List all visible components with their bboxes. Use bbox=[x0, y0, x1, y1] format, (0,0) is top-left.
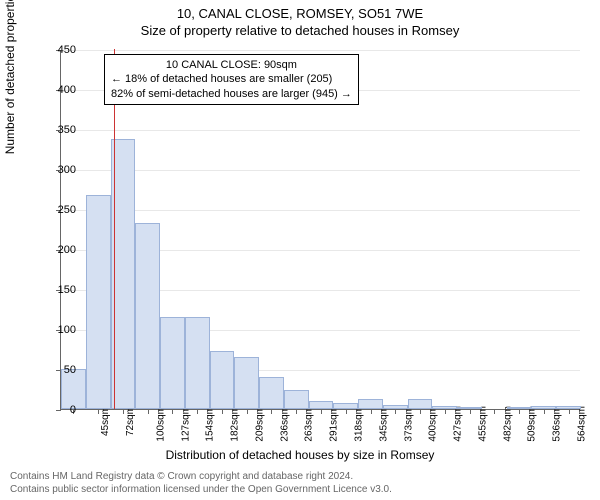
grid-line bbox=[61, 50, 580, 51]
x-tick-mark bbox=[445, 409, 446, 414]
x-tick-mark bbox=[371, 409, 372, 414]
x-tick-mark bbox=[494, 409, 495, 414]
x-tick-label: 455sqm bbox=[477, 406, 488, 442]
x-tick-label: 536sqm bbox=[552, 406, 563, 442]
annotation-line2: ← 18% of detached houses are smaller (20… bbox=[111, 72, 352, 86]
x-tick-label: 100sqm bbox=[155, 406, 166, 442]
y-tick-label: 350 bbox=[46, 124, 76, 136]
grid-line bbox=[61, 130, 580, 131]
x-tick-label: 318sqm bbox=[354, 406, 365, 442]
x-tick-mark bbox=[321, 409, 322, 414]
histogram-bar bbox=[358, 399, 383, 409]
y-tick-label: 450 bbox=[46, 44, 76, 56]
x-tick-mark bbox=[544, 409, 545, 414]
y-axis-label: Number of detached properties bbox=[3, 0, 17, 154]
x-tick-label: 127sqm bbox=[180, 406, 191, 442]
x-tick-label: 373sqm bbox=[403, 406, 414, 442]
page-subtitle: Size of property relative to detached ho… bbox=[0, 21, 600, 38]
x-tick-label: 182sqm bbox=[230, 406, 241, 442]
x-tick-label: 236sqm bbox=[279, 406, 290, 442]
grid-line bbox=[61, 210, 580, 211]
histogram-bar bbox=[160, 317, 185, 409]
x-axis-label: Distribution of detached houses by size … bbox=[0, 448, 600, 462]
x-tick-mark bbox=[123, 409, 124, 414]
x-tick-mark bbox=[296, 409, 297, 414]
histogram-bar bbox=[210, 351, 235, 409]
footer-line1: Contains HM Land Registry data © Crown c… bbox=[10, 470, 392, 483]
x-tick-mark bbox=[247, 409, 248, 414]
x-tick-label: 564sqm bbox=[576, 406, 587, 442]
x-tick-label: 154sqm bbox=[205, 406, 216, 442]
x-tick-mark bbox=[98, 409, 99, 414]
x-tick-label: 209sqm bbox=[255, 406, 266, 442]
x-tick-mark bbox=[346, 409, 347, 414]
y-tick-label: 50 bbox=[46, 364, 76, 376]
histogram-bar bbox=[408, 399, 433, 409]
footer: Contains HM Land Registry data © Crown c… bbox=[10, 470, 392, 496]
histogram-bar bbox=[185, 317, 210, 409]
x-tick-label: 427sqm bbox=[453, 406, 464, 442]
x-tick-label: 291sqm bbox=[329, 406, 340, 442]
x-tick-label: 482sqm bbox=[502, 406, 513, 442]
annotation-box: 10 CANAL CLOSE: 90sqm ← 18% of detached … bbox=[104, 54, 359, 105]
y-tick-label: 400 bbox=[46, 84, 76, 96]
y-tick-label: 250 bbox=[46, 204, 76, 216]
y-tick-label: 150 bbox=[46, 284, 76, 296]
x-tick-mark bbox=[569, 409, 570, 414]
x-tick-label: 509sqm bbox=[527, 406, 538, 442]
y-tick-label: 0 bbox=[46, 404, 76, 416]
x-tick-label: 345sqm bbox=[378, 406, 389, 442]
page-title: 10, CANAL CLOSE, ROMSEY, SO51 7WE bbox=[0, 0, 600, 21]
annotation-line3: 82% of semi-detached houses are larger (… bbox=[111, 87, 352, 101]
histogram-bar bbox=[86, 195, 111, 409]
histogram-bar bbox=[284, 390, 309, 409]
x-tick-mark bbox=[271, 409, 272, 414]
y-tick-label: 200 bbox=[46, 244, 76, 256]
x-tick-label: 45sqm bbox=[100, 406, 111, 436]
grid-line bbox=[61, 170, 580, 171]
y-tick-label: 100 bbox=[46, 324, 76, 336]
x-tick-label: 72sqm bbox=[125, 406, 136, 436]
histogram-bar bbox=[234, 357, 259, 409]
footer-line2: Contains public sector information licen… bbox=[10, 483, 392, 496]
x-tick-label: 400sqm bbox=[428, 406, 439, 442]
x-tick-mark bbox=[197, 409, 198, 414]
x-tick-mark bbox=[172, 409, 173, 414]
x-tick-mark bbox=[519, 409, 520, 414]
x-tick-mark bbox=[470, 409, 471, 414]
x-tick-mark bbox=[148, 409, 149, 414]
histogram-bar bbox=[309, 401, 334, 409]
y-tick-label: 300 bbox=[46, 164, 76, 176]
x-tick-mark bbox=[420, 409, 421, 414]
histogram-bar bbox=[135, 223, 160, 409]
chart-container: 10, CANAL CLOSE, ROMSEY, SO51 7WE Size o… bbox=[0, 0, 600, 500]
x-tick-mark bbox=[222, 409, 223, 414]
x-tick-mark bbox=[395, 409, 396, 414]
annotation-line1: 10 CANAL CLOSE: 90sqm bbox=[111, 58, 352, 72]
histogram-bar bbox=[259, 377, 284, 409]
x-tick-label: 263sqm bbox=[304, 406, 315, 442]
